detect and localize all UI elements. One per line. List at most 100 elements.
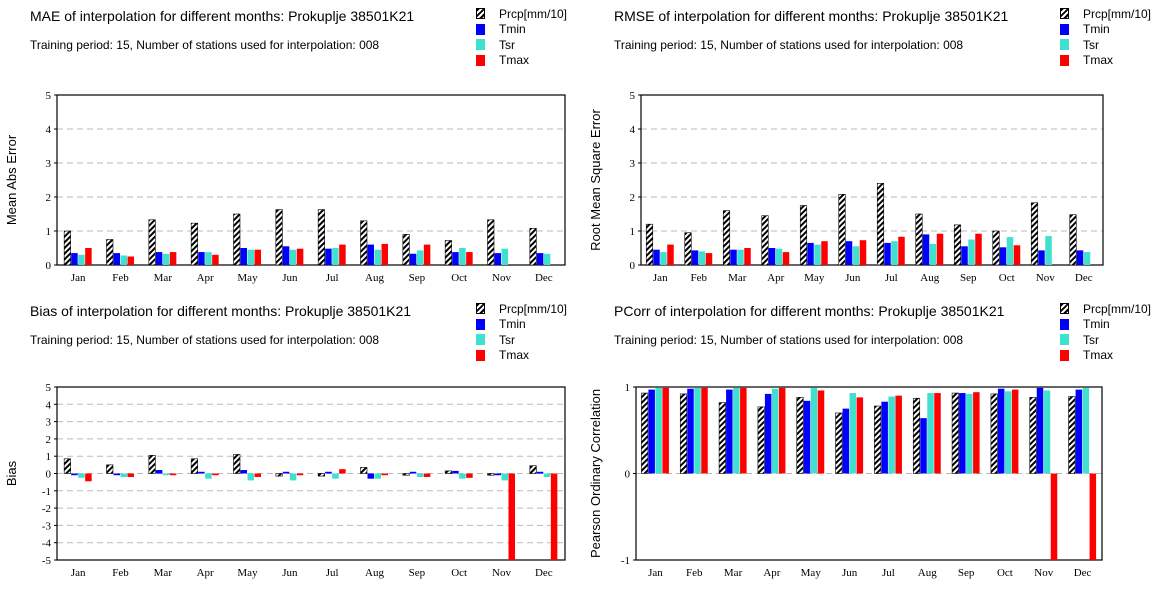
bar-tsr <box>810 387 818 474</box>
bar-tmin <box>113 253 120 265</box>
bar-tmin <box>1036 387 1044 474</box>
x-tick-label: May <box>237 567 258 579</box>
bar-tmin <box>764 393 772 474</box>
x-tick-label: Apr <box>197 272 214 284</box>
bar-tsr <box>660 252 667 265</box>
turquoise-swatch <box>1060 334 1069 346</box>
plot-frame <box>640 94 1104 266</box>
x-tick-label: Aug <box>365 272 384 284</box>
y-tick-label: 3 <box>46 158 52 170</box>
x-tick-label: May <box>801 567 822 579</box>
bar-prcpmm <box>684 232 692 266</box>
legend-item-prcp: Prcp[mm/10] <box>1060 301 1151 317</box>
y-axis-label: Bias <box>4 460 19 486</box>
legend-item-tmin: Tmin <box>476 22 567 38</box>
legend-item-tsr: Tsr <box>476 37 567 53</box>
legend-label: Tmin <box>499 317 526 332</box>
bar-tmin <box>768 248 776 265</box>
x-tick-label: Jan <box>653 272 668 284</box>
bar-tmax <box>423 473 431 477</box>
bar-tmin <box>845 241 853 265</box>
bar-tmax <box>662 387 669 474</box>
legend-item-tmin: Tmin <box>1060 317 1151 333</box>
bar-prcpmm <box>990 393 998 474</box>
bar-prcpmm <box>722 210 731 266</box>
rmse-panel: RMSE of interpolation for different mont… <box>584 0 1167 294</box>
bar-tmin <box>920 418 927 474</box>
bar-tsr <box>332 248 339 265</box>
bar-tmax <box>169 473 177 476</box>
bar-tsr <box>501 248 508 265</box>
bar-prcpmm <box>360 467 368 474</box>
x-tick-label: Nov <box>1034 567 1053 579</box>
blue-swatch <box>476 318 485 330</box>
bar-tsr <box>968 239 975 265</box>
bar-tsr <box>888 396 895 474</box>
bar-prcpmm <box>529 465 537 474</box>
chart-title: MAE of interpolation for different month… <box>30 8 415 24</box>
bar-tmin <box>155 470 163 474</box>
bar-tmax <box>254 473 261 477</box>
legend-label: Tsr <box>499 332 515 347</box>
x-tick-label: Mar <box>154 272 173 284</box>
bar-prcpmm <box>190 458 198 474</box>
bar-tsr <box>1082 387 1090 474</box>
bar-prcpmm <box>796 397 804 474</box>
bar-tmin <box>648 389 655 474</box>
legend-label: Tmax <box>499 348 529 363</box>
bar-prcpmm <box>148 455 156 474</box>
legend: Prcp[mm/10] Tmin Tsr Tmax <box>1060 6 1151 68</box>
y-tick-label: 0 <box>46 260 52 272</box>
y-tick-label: 1 <box>625 382 631 394</box>
x-tick-label: Apr <box>763 567 780 579</box>
bar-tmin <box>881 401 888 474</box>
bar-prcpmm <box>912 397 921 474</box>
x-tick-label: Jun <box>282 272 298 284</box>
red-swatch <box>476 349 485 361</box>
bar-tmax <box>817 390 825 474</box>
bar-tmin <box>922 234 930 265</box>
bar-tmin <box>325 471 332 474</box>
legend-item-tsr: Tsr <box>476 332 567 348</box>
x-tick-label: Dec <box>1074 567 1092 579</box>
bar-prcpmm <box>106 239 114 266</box>
y-tick-label: 4 <box>46 399 52 411</box>
bar-prcpmm <box>233 213 241 266</box>
hatch-swatch <box>1060 303 1069 315</box>
y-tick-label: 2 <box>46 192 52 204</box>
hatch-swatch <box>1060 8 1069 20</box>
bar-tmax <box>212 473 219 476</box>
bar-tmax <box>381 243 388 265</box>
bar-tmin <box>997 388 1005 474</box>
red-swatch <box>476 54 485 66</box>
legend-label: Tsr <box>1083 37 1099 52</box>
legend: Prcp[mm/10] Tmin Tsr Tmax <box>476 6 567 68</box>
hatch-swatch <box>476 303 485 315</box>
x-tick-label: Apr <box>197 567 214 579</box>
bar-tmax <box>85 473 92 482</box>
bar-tmin <box>198 252 205 265</box>
y-tick-label: 0 <box>630 260 636 272</box>
y-tick-label: -5 <box>42 555 52 567</box>
bar-tmax <box>667 244 674 265</box>
bar-tmax <box>423 244 431 265</box>
bar-prcpmm <box>953 224 962 266</box>
bar-tsr <box>775 248 783 265</box>
bar-prcpmm <box>915 213 923 266</box>
bar-tmax <box>508 473 515 560</box>
bar-tsr <box>1006 237 1014 265</box>
bar-tmax <box>1011 389 1019 474</box>
bar-tmin <box>999 247 1007 265</box>
x-tick-label: Jun <box>845 272 861 284</box>
legend-label: Tmin <box>1083 317 1110 332</box>
bar-tmax <box>701 387 708 474</box>
x-tick-label: Sep <box>409 272 426 284</box>
bar-prcpmm <box>761 215 769 266</box>
bar-tmin <box>367 244 374 265</box>
x-tick-label: Sep <box>958 567 975 579</box>
y-tick-label: 2 <box>46 434 52 446</box>
x-tick-label: Mar <box>724 567 743 579</box>
bar-tmax <box>936 233 944 265</box>
bar-tsr <box>891 241 898 265</box>
bar-prcpmm <box>838 193 846 266</box>
